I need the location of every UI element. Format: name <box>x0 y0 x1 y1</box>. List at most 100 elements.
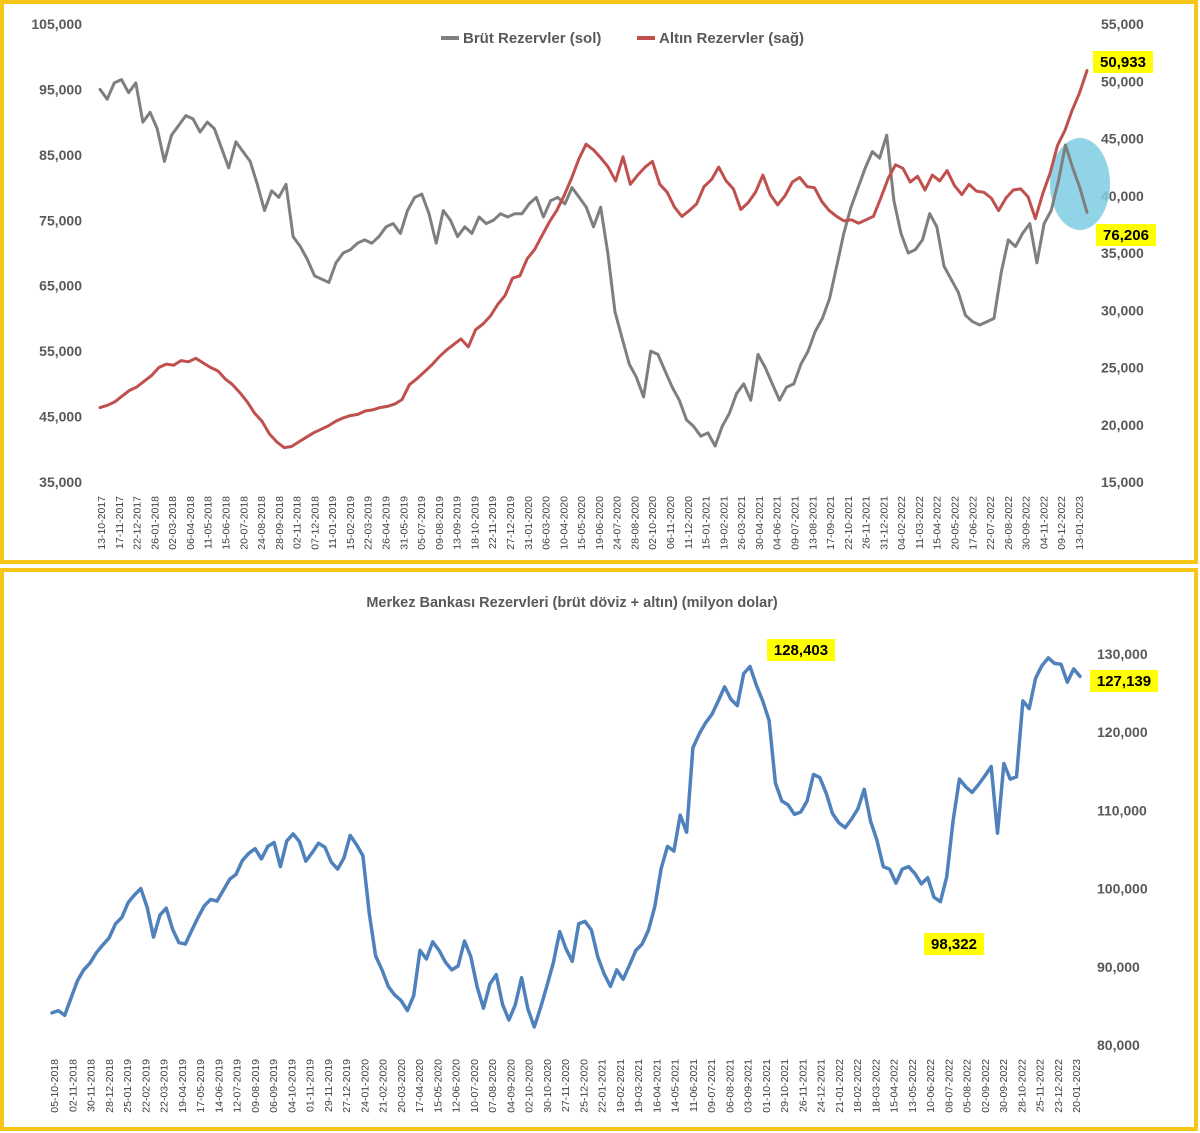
x-axis-tick-label: 24-01-2020 <box>359 1059 371 1113</box>
gold-reserves-point <box>798 176 801 179</box>
x-axis-tick-label: 31-01-2020 <box>523 496 535 550</box>
total-reserves-point <box>856 807 859 810</box>
total-reserves-point <box>888 868 891 871</box>
gold-reserves-point <box>975 190 978 193</box>
gold-reserves-point <box>121 395 124 398</box>
gold-reserves-point <box>658 183 661 186</box>
total-reserves-point <box>685 831 688 834</box>
gross-reserves-point <box>327 281 330 284</box>
x-axis-tick-label: 15-05-2020 <box>576 496 588 550</box>
left-axis-tick-label: 65,000 <box>39 278 82 294</box>
gold-reserves-point <box>887 177 890 180</box>
last-value-label: 127,139 <box>1097 673 1151 690</box>
gross-reserves-point <box>199 130 202 133</box>
total-reserves-point <box>533 1025 536 1028</box>
gross-reserves-point <box>499 212 502 215</box>
gold-reserves-point <box>585 143 588 146</box>
right-axis-tick-label: 130,000 <box>1097 646 1148 662</box>
total-reserves-point <box>1072 667 1075 670</box>
gold-reserves-point <box>216 369 219 372</box>
gross-reserves-point <box>756 353 759 356</box>
x-axis-tick-label: 20-07-2018 <box>238 496 250 550</box>
gross-reserves-point <box>649 350 652 353</box>
gold-reserves-point <box>894 163 897 166</box>
gross-reserves-point <box>277 196 280 199</box>
x-axis-tick-label: 26-11-2021 <box>861 496 873 549</box>
gold-reserves-point <box>113 400 116 403</box>
gross-reserves-point <box>807 350 810 353</box>
gross-reserves-point <box>1000 271 1003 274</box>
gross-reserves-point <box>134 81 137 84</box>
gross-reserves-point <box>771 382 774 385</box>
gross-and-gold-reserves-chart: 35,000 45,000 55,000 65,000 75,000 85,000 95,0… <box>31 16 1156 550</box>
x-axis-tick-label: 13-09-2019 <box>452 496 464 550</box>
total-reserves-point <box>254 847 257 850</box>
total-reserves-point <box>431 940 434 943</box>
right-axis-tick-label: 120,000 <box>1097 724 1148 740</box>
gold-reserves-point <box>835 215 838 218</box>
gross-reserves-point <box>520 212 523 215</box>
x-axis-tick-label: 28-08-2020 <box>630 496 642 550</box>
gold-reserves-point <box>761 174 764 177</box>
total-reserves-point <box>247 852 250 855</box>
x-axis-tick-label: 05-10-2018 <box>49 1059 61 1113</box>
peak-value-label: 128,403 <box>774 642 828 659</box>
gross-reserves-point <box>213 127 216 130</box>
total-reserves-point <box>1015 775 1018 778</box>
total-reserves-point <box>89 961 92 964</box>
gross-reserves-point <box>485 222 488 225</box>
gold-reserves-point <box>990 196 993 199</box>
gold-reserves-point <box>165 363 168 366</box>
chart-title: Merkez Bankası Rezervleri (brüt döviz + … <box>366 595 778 611</box>
gold-reserves-point <box>1078 91 1081 94</box>
x-axis-tick-label: 15-05-2020 <box>432 1059 444 1113</box>
total-reserves-point <box>729 698 732 701</box>
x-axis-tick-label: 28-09-2018 <box>274 496 286 550</box>
total-reserves-point <box>380 968 383 971</box>
x-axis-tick-label: 09-08-2019 <box>250 1059 262 1113</box>
gold-reserves-point <box>481 322 484 325</box>
gold-reserves-point <box>253 412 256 415</box>
gross-reserves-point <box>334 261 337 264</box>
total-reserves-point <box>374 954 377 957</box>
gold-reserves-point <box>342 416 345 419</box>
gold-reserves-point <box>960 193 963 196</box>
gross-reserves-point <box>621 337 624 340</box>
x-axis-tick-label: 06-09-2019 <box>268 1059 280 1113</box>
gold-reserves-point <box>806 185 809 188</box>
total-reserves-point <box>641 943 644 946</box>
x-axis-tick-label: 09-12-2022 <box>1056 496 1068 550</box>
x-axis-tick-label: 26-04-2019 <box>381 496 393 550</box>
x-axis-tick-label: 25-11-2022 <box>1035 1059 1047 1112</box>
gross-reserves-point <box>864 166 867 169</box>
gold-reserves-point <box>540 234 543 237</box>
x-axis-tick-label: 14-05-2021 <box>670 1059 682 1113</box>
gold-reserves-point <box>172 364 175 367</box>
total-reserves-point <box>228 878 231 881</box>
total-reserves-point <box>863 788 866 791</box>
x-axis-tick-label: 08-07-2022 <box>943 1059 955 1113</box>
x-axis-tick-label: 17-04-2020 <box>414 1059 426 1113</box>
x-axis-tick-label: 24-07-2020 <box>612 496 624 550</box>
total-reserves-point <box>241 859 244 862</box>
total-reserves-point <box>964 785 967 788</box>
x-axis-tick-label: 29-11-2019 <box>323 1059 335 1112</box>
x-axis-tick-label: 06-08-2021 <box>724 1059 736 1113</box>
total-reserves-point <box>1034 677 1037 680</box>
gold-reserves-point <box>312 431 315 434</box>
gold-reserves-point <box>187 360 190 363</box>
gold-reserves-point <box>150 374 153 377</box>
gold-reserves-point <box>194 357 197 360</box>
total-reserves-point <box>457 964 460 967</box>
total-reserves-point <box>482 1007 485 1010</box>
total-reserves-point <box>184 943 187 946</box>
x-axis-tick-label: 31-12-2021 <box>878 496 890 550</box>
total-reserves-point <box>875 839 878 842</box>
x-axis-tick-label: 11-01-2019 <box>327 496 339 549</box>
total-reserves-point <box>342 857 345 860</box>
total-reserves-point <box>323 846 326 849</box>
x-axis-tick-label: 06-03-2020 <box>541 496 553 550</box>
gold-reserves-point <box>783 194 786 197</box>
gross-reserves-point <box>1028 222 1031 225</box>
total-reserves-point <box>203 904 206 907</box>
